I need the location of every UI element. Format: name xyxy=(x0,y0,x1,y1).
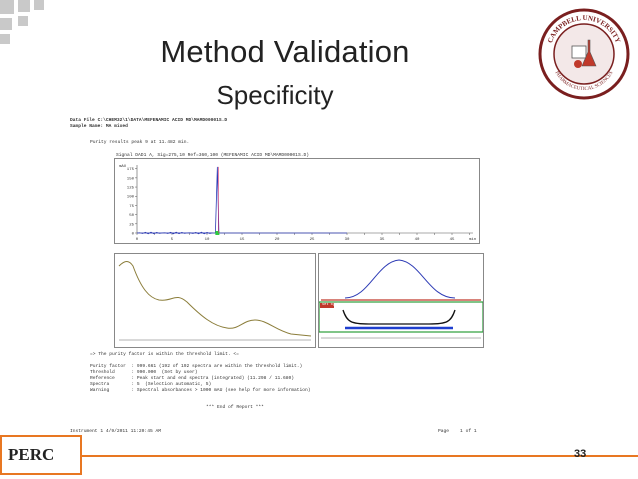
y-tick-label: 0 xyxy=(132,233,135,237)
report-purity-results: Purity results peak 9 at 11.482 min. xyxy=(90,140,190,145)
y-tick-label: 125 xyxy=(127,187,135,191)
y-tick-label: 100 xyxy=(127,196,135,200)
x-tick-label: 5 xyxy=(171,238,174,242)
report-threshold-note: => The purity factor is within the thres… xyxy=(90,352,239,357)
x-tick-label: 30 xyxy=(345,238,350,242)
perc-logo: PERC xyxy=(0,435,82,475)
y-tick-label: 25 xyxy=(129,223,134,227)
chromatogram-trace xyxy=(136,166,347,235)
chromatogram-panel: 175 150 125 100 75 50 25 0 mAU 0 5 10 15 20 25 30 35 40 45… xyxy=(114,158,480,244)
report-spectra: Spectra : 5 (Selection automatic, 5) xyxy=(90,382,212,387)
report-reference: Reference : Peak start and end spectra (… xyxy=(90,376,294,381)
spectrum-panel xyxy=(114,253,316,348)
purity-ratio-curve xyxy=(342,309,456,325)
footer-accent-bar xyxy=(82,455,638,457)
report-page: Page 1 of 1 xyxy=(438,429,477,434)
x-tick-label: 45 xyxy=(450,238,455,242)
report-instrument: Instrument 1 4/9/2011 11:20:45 AM xyxy=(70,429,161,434)
x-tick-label: 40 xyxy=(415,238,420,242)
x-tick-label: 25 xyxy=(310,238,315,242)
y-tick-label: 75 xyxy=(129,205,134,209)
report-end: *** End of Report *** xyxy=(206,405,264,410)
slide-subtitle: Specificity xyxy=(216,80,334,110)
purity-report: Data File C:\CHEM32\1\DATA\MEFENAMIC ACI… xyxy=(66,116,496,436)
y-tick-label: 175 xyxy=(127,168,135,172)
page-number: 33 xyxy=(574,448,587,460)
purity-peak-curve xyxy=(344,259,456,299)
slide-title: Method Validation xyxy=(160,34,410,69)
x-tick-label: 35 xyxy=(380,238,385,242)
y-axis-label: mAU xyxy=(119,165,127,169)
x-tick-label: 20 xyxy=(275,238,280,242)
report-sample-name: Sample Name: MA mixed xyxy=(70,124,128,129)
x-tick-label: 15 xyxy=(240,238,245,242)
x-axis-unit: min xyxy=(469,237,477,242)
y-tick-label: 150 xyxy=(127,177,135,181)
y-tick-label: 50 xyxy=(129,214,134,218)
peak-purity-chart xyxy=(318,259,484,339)
report-signal: Signal DAD1 A, Sig=275,10 Ref=360,100 (M… xyxy=(116,153,309,158)
university-seal-logo: CAMPBELL UNIVERSITY PHARMACEUTICAL SCIEN… xyxy=(538,8,630,100)
report-warning: Warning : Spectral absorbances > 1000 mA… xyxy=(90,388,311,393)
report-threshold: Threshold : 990.000 (Set by user) xyxy=(90,370,198,375)
set-by-user-label: Set by User xyxy=(322,303,346,307)
spectrum-chart xyxy=(118,261,312,341)
chromatogram-chart: 175 150 125 100 75 50 25 0 mAU 0 5 10 15 20 25 30 35 40 45… xyxy=(119,165,477,242)
x-tick-label: 0 xyxy=(136,238,139,242)
report-purity-factor: Purity factor : 999.661 (192 of 192 spec… xyxy=(90,364,303,369)
peak-purity-panel xyxy=(318,253,484,348)
report-data-file: Data File C:\CHEM32\1\DATA\MEFENAMIC ACI… xyxy=(70,118,228,123)
x-tick-label: 10 xyxy=(205,238,210,242)
spectrum-curve xyxy=(118,261,312,337)
peak-marker xyxy=(215,231,220,235)
